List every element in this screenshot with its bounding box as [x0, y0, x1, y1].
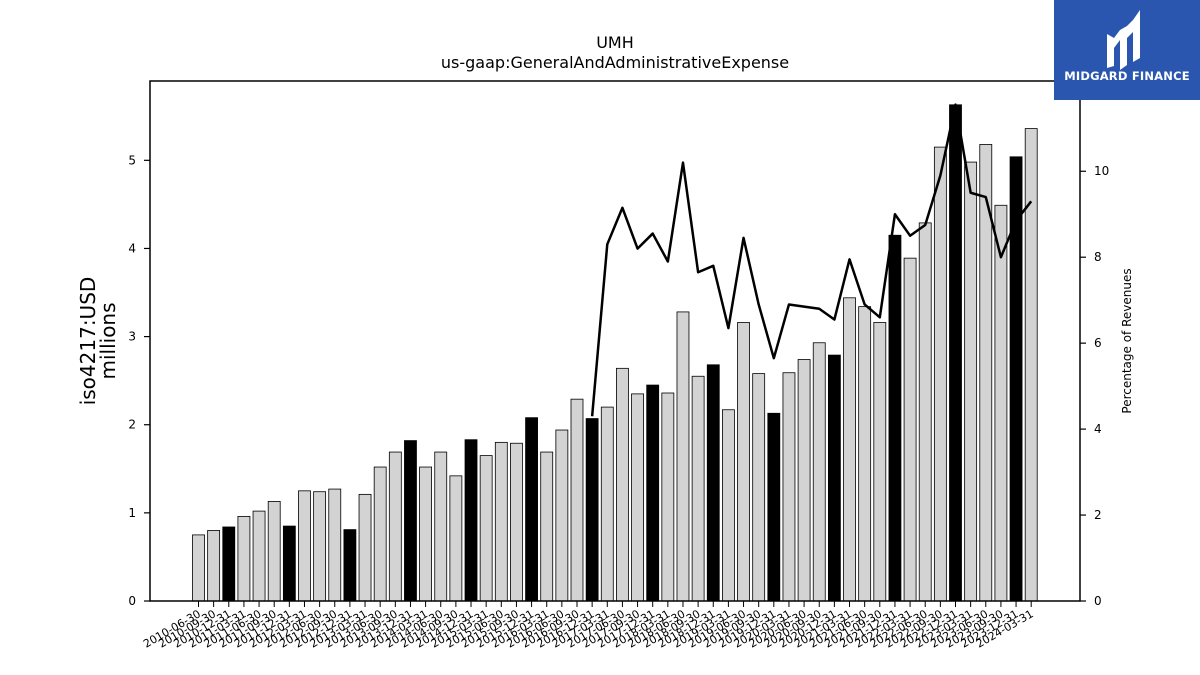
bar-2015-06-30 — [494, 441, 508, 602]
bar-2017-09-30 — [631, 393, 644, 602]
bar-2014-03-31 — [419, 466, 433, 602]
y2-tick-label: 6 — [1094, 336, 1102, 350]
bar-2011-06-30 — [252, 510, 266, 602]
bar-2018-06-30 — [676, 311, 690, 602]
chart-subtitle: us-gaap:GeneralAndAdministrativeExpense — [441, 53, 789, 72]
bar-2013-06-30 — [373, 466, 387, 602]
bar-2019-12-31 — [767, 412, 781, 602]
bar-2015-03-31 — [479, 455, 493, 602]
bar-2016-12-31 — [585, 418, 599, 602]
bar-2011-09-30 — [267, 501, 281, 602]
bar-2020-03-31 — [782, 372, 796, 602]
y2-tick-label: 10 — [1094, 164, 1109, 178]
bar-2015-12-31 — [525, 417, 538, 602]
bar-2023-09-30 — [994, 204, 1008, 602]
y-axis-unit: millions — [96, 302, 120, 379]
bar-2018-12-31 — [706, 364, 720, 602]
brand-logo: MIDGARD FINANCE — [1054, 0, 1200, 100]
bar-2024-03-31 — [1024, 128, 1038, 602]
y2-tick-label: 0 — [1094, 594, 1102, 608]
y-tick-label: 1 — [128, 506, 136, 520]
bar-2021-06-30 — [858, 306, 872, 602]
bar-2020-09-30 — [812, 342, 826, 602]
bar-2013-12-31 — [404, 440, 417, 602]
bar-2016-03-31 — [540, 451, 554, 602]
y2-axis-label: Percentage of Revenues — [1120, 268, 1134, 413]
y-axis-label: iso4217:USD — [76, 277, 100, 406]
bar-series — [192, 104, 1038, 602]
y-tick-label: 4 — [128, 241, 136, 255]
bar-2015-09-30 — [510, 442, 523, 602]
bar-2018-03-31 — [661, 392, 675, 602]
bar-2014-06-30 — [434, 451, 448, 602]
bar-2021-12-31 — [888, 234, 902, 602]
plot-frame — [149, 80, 1081, 602]
bar-2022-06-30 — [918, 222, 932, 602]
bar-2017-06-30 — [616, 367, 629, 602]
y2-tick-label: 2 — [1094, 508, 1102, 522]
bar-2022-12-31 — [949, 104, 962, 602]
y-tick-label: 0 — [128, 594, 136, 608]
chart-title: UMH — [596, 33, 634, 52]
bar-2016-06-30 — [555, 429, 569, 602]
bar-2016-09-30 — [570, 398, 584, 602]
y-tick-label: 2 — [128, 418, 136, 432]
bar-2011-03-31 — [237, 515, 251, 602]
bar-2021-09-30 — [873, 322, 887, 602]
bar-2013-09-30 — [388, 451, 402, 602]
bar-2017-03-31 — [600, 406, 614, 602]
y-tick-label: 3 — [128, 330, 136, 344]
bar-2019-03-31 — [722, 409, 735, 602]
bar-2012-09-30 — [328, 488, 342, 602]
brand-logo-text: MIDGARD FINANCE — [1064, 69, 1190, 83]
bar-2010-09-30 — [207, 530, 221, 602]
bar-2011-12-31 — [282, 525, 296, 602]
y-tick-label: 5 — [128, 153, 136, 167]
right-axis: 0 2 4 6 8 10 — [1080, 164, 1109, 608]
bar-2012-06-30 — [313, 491, 327, 602]
bar-2018-09-30 — [691, 375, 705, 602]
bar-2020-12-31 — [827, 354, 841, 602]
bar-2021-03-31 — [843, 297, 856, 602]
left-axis: 0 1 2 3 4 5 — [128, 153, 150, 608]
bar-2020-06-30 — [797, 359, 811, 602]
bar-2010-12-31 — [222, 526, 236, 602]
x-axis: 2010-06-302010-09-302010-12-312011-03-31… — [141, 601, 1036, 651]
bar-2010-06-30 — [192, 534, 205, 602]
bar-2022-03-31 — [903, 257, 917, 602]
bar-2022-09-30 — [933, 146, 947, 602]
bar-2019-06-30 — [737, 322, 750, 602]
percentage-line — [590, 103, 1033, 417]
bar-2019-09-30 — [752, 373, 766, 602]
bar-2012-03-31 — [298, 490, 311, 602]
bar-2014-09-30 — [449, 475, 463, 602]
y2-tick-label: 4 — [1094, 422, 1102, 436]
bar-2013-03-31 — [358, 493, 372, 602]
bar-2014-12-31 — [464, 439, 478, 602]
bar-2017-12-31 — [646, 384, 660, 602]
y2-tick-label: 8 — [1094, 250, 1102, 264]
bar-2023-03-31 — [964, 161, 978, 602]
brand-logo-icon — [1107, 10, 1140, 70]
bar-2012-12-31 — [343, 529, 357, 602]
